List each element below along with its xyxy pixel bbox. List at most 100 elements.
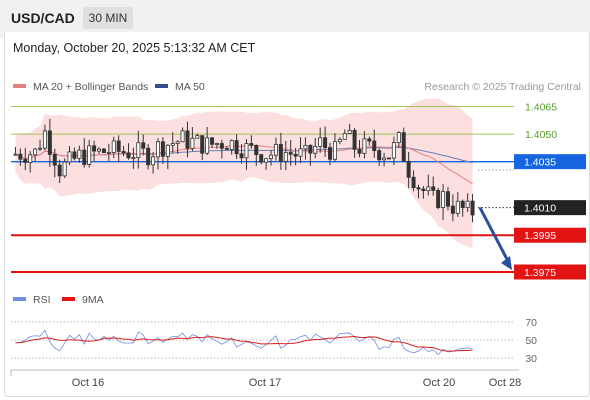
candle-body <box>82 149 87 165</box>
forecast-arrow <box>478 206 512 270</box>
candle-body <box>455 200 460 214</box>
candle-body <box>367 138 372 142</box>
candle-body <box>33 148 38 156</box>
candle-body <box>23 158 28 163</box>
candle-body <box>229 140 234 150</box>
candle-body <box>460 200 465 208</box>
rsi-level-label: 30 <box>525 353 537 365</box>
last-price-box <box>514 200 586 216</box>
rsi-level-label: 70 <box>525 317 537 329</box>
candle-body <box>288 152 293 155</box>
price-level-labels: 1.4065 1.4050 1.4035 1.4010 1.3995 1.3975 <box>514 102 586 280</box>
pivot-label: 1.4035 <box>524 157 556 169</box>
candle-body <box>328 147 333 160</box>
ma20-line <box>15 144 473 185</box>
candle-body <box>441 191 446 208</box>
candle-body <box>234 140 239 155</box>
candle-body <box>92 145 97 152</box>
candle-body <box>382 157 387 161</box>
timeframe-button[interactable]: 30 MIN <box>83 7 133 29</box>
candle-body <box>323 137 328 148</box>
candle-body <box>131 157 136 159</box>
candle-body <box>101 148 106 154</box>
candle-body <box>52 154 57 166</box>
rsi-level-label: 50 <box>525 335 537 347</box>
candle-body <box>190 137 195 149</box>
x-axis: Oct 16 Oct 17 Oct 20 Oct 28 <box>10 369 521 389</box>
candle-body <box>180 130 185 143</box>
candle-body <box>470 200 475 216</box>
candle-body <box>372 140 377 152</box>
candle-body <box>436 190 441 208</box>
candle-body <box>121 151 126 154</box>
support-label-box <box>514 264 586 280</box>
candle-body <box>141 142 146 149</box>
candle-body <box>391 142 396 159</box>
x-tick-label: Oct 20 <box>423 377 455 389</box>
candle-body <box>303 144 308 150</box>
forecast-arrow-head <box>501 256 512 270</box>
candle-body <box>47 130 52 155</box>
support-label: 1.3995 <box>524 230 556 242</box>
moving-averages <box>15 144 473 185</box>
candle-body <box>106 152 111 154</box>
candle-body <box>38 147 43 150</box>
x-tick-label: Oct 28 <box>489 377 521 389</box>
candle-body <box>342 133 347 140</box>
candle-body <box>431 186 436 191</box>
candle-body <box>126 152 131 159</box>
pivot-label-box <box>514 154 586 170</box>
candle-body <box>445 191 450 207</box>
candle-body <box>416 187 421 190</box>
candle-body <box>337 138 342 143</box>
candle-body <box>254 144 259 156</box>
candle-body <box>214 143 219 145</box>
ma20-legend-swatch <box>13 84 26 88</box>
forecast-arrow-shaft <box>478 206 511 264</box>
candle-body <box>293 153 298 157</box>
x-tick-label: Oct 16 <box>72 377 104 389</box>
candle-body <box>165 144 170 157</box>
candle-body <box>116 140 121 152</box>
ma50-legend-label: MA 50 <box>175 81 205 93</box>
candle-body <box>239 153 244 159</box>
candle-body <box>283 152 288 162</box>
candle-body <box>18 153 23 160</box>
resistance-label: 1.4065 <box>525 102 557 114</box>
candle-body <box>111 140 116 153</box>
rsi-ma-legend-swatch <box>62 297 75 301</box>
candle-body <box>151 156 156 166</box>
candle-body <box>406 160 411 178</box>
ma50-legend-swatch <box>155 84 168 88</box>
candle-body <box>308 144 313 154</box>
copyright-label: Research © 2025 Trading Central <box>424 81 581 93</box>
candle-body <box>136 142 141 158</box>
support-label-box <box>514 227 586 243</box>
candle-body <box>352 129 357 150</box>
support-label: 1.3975 <box>524 267 556 279</box>
bollinger-band-area <box>15 98 473 250</box>
candle-body <box>259 154 264 163</box>
candle-body <box>273 144 278 156</box>
candle-body <box>244 143 249 159</box>
candle-body <box>57 164 62 177</box>
candle-body <box>200 135 205 154</box>
candle-body <box>170 143 175 146</box>
candle-body <box>362 138 367 154</box>
candle-body <box>411 176 416 189</box>
candle-body <box>269 154 274 160</box>
symbol-label: USD/CAD <box>11 10 75 26</box>
candle-body <box>97 148 102 152</box>
last-price-label: 1.4010 <box>524 203 556 215</box>
rsi-legend-label: RSI <box>33 294 51 306</box>
candle-body <box>313 145 318 154</box>
candle-body <box>160 141 165 157</box>
candle-body <box>426 186 431 192</box>
candle-body <box>87 145 92 165</box>
candle-body <box>347 129 352 134</box>
rsi-ma-legend-label: 9MA <box>82 294 104 306</box>
candle-body <box>13 153 18 156</box>
candle-body <box>318 137 323 147</box>
candle-body <box>298 148 303 157</box>
